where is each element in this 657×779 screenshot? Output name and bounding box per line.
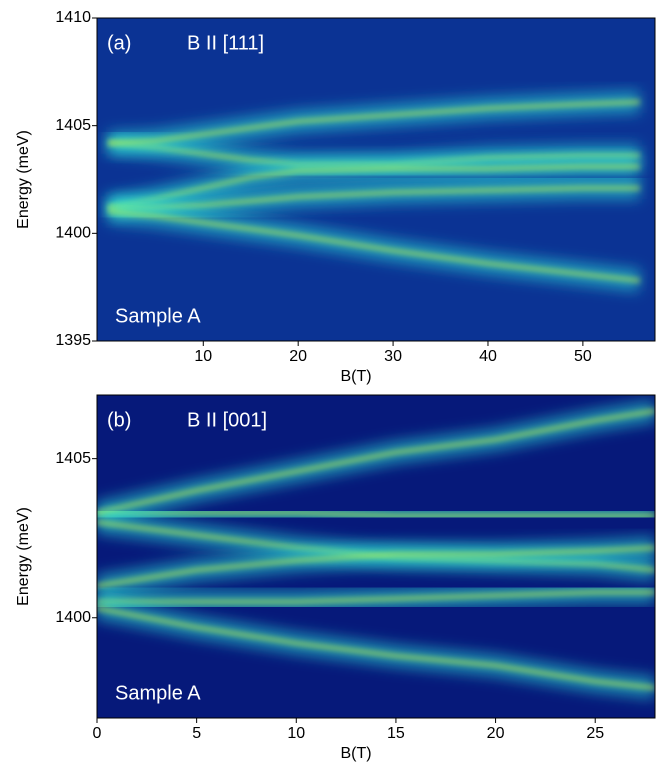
x-tick-label: 5	[192, 725, 201, 742]
y-axis-label: Energy (meV)	[15, 130, 32, 229]
panel-label: (a)	[107, 32, 131, 54]
x-tick-label: 20	[487, 725, 505, 742]
band-core	[97, 605, 655, 691]
x-axis-label: B(T)	[340, 745, 371, 762]
x-tick-label: 15	[387, 725, 405, 742]
band-core	[108, 185, 640, 210]
x-tick-label: 0	[93, 725, 102, 742]
y-tick-label: 1405	[55, 117, 91, 134]
plot-area	[106, 91, 642, 292]
band-core	[108, 209, 641, 284]
panel-title: B II [111]	[187, 32, 264, 54]
x-tick-label: 10	[194, 348, 212, 365]
annotation: Sample A	[115, 682, 201, 704]
band-core	[97, 510, 655, 519]
y-tick-label: 1400	[55, 609, 91, 626]
band-core	[107, 164, 640, 210]
x-axis-label: B(T)	[340, 368, 371, 385]
band-core	[97, 545, 655, 589]
panel-title: B II [001]	[187, 409, 267, 431]
plot-area	[97, 400, 655, 699]
y-tick-label: 1410	[55, 9, 91, 26]
band-core	[108, 99, 640, 146]
x-tick-label: 10	[287, 725, 305, 742]
x-tick-label: 50	[574, 348, 592, 365]
plot-frame	[96, 17, 656, 342]
annotation: Sample A	[115, 305, 201, 327]
x-tick-label: 40	[479, 348, 497, 365]
plot-frame	[96, 394, 656, 719]
x-tick-label: 20	[289, 348, 307, 365]
band-core	[97, 408, 655, 516]
y-tick-label: 1405	[55, 450, 91, 467]
y-axis-label: Energy (meV)	[15, 507, 32, 606]
y-tick-label: 1395	[55, 332, 91, 349]
x-tick-label: 25	[586, 725, 604, 742]
y-tick-label: 1400	[55, 225, 91, 242]
x-tick-label: 30	[384, 348, 402, 365]
panel-label: (b)	[107, 409, 131, 431]
band-core	[97, 589, 655, 605]
